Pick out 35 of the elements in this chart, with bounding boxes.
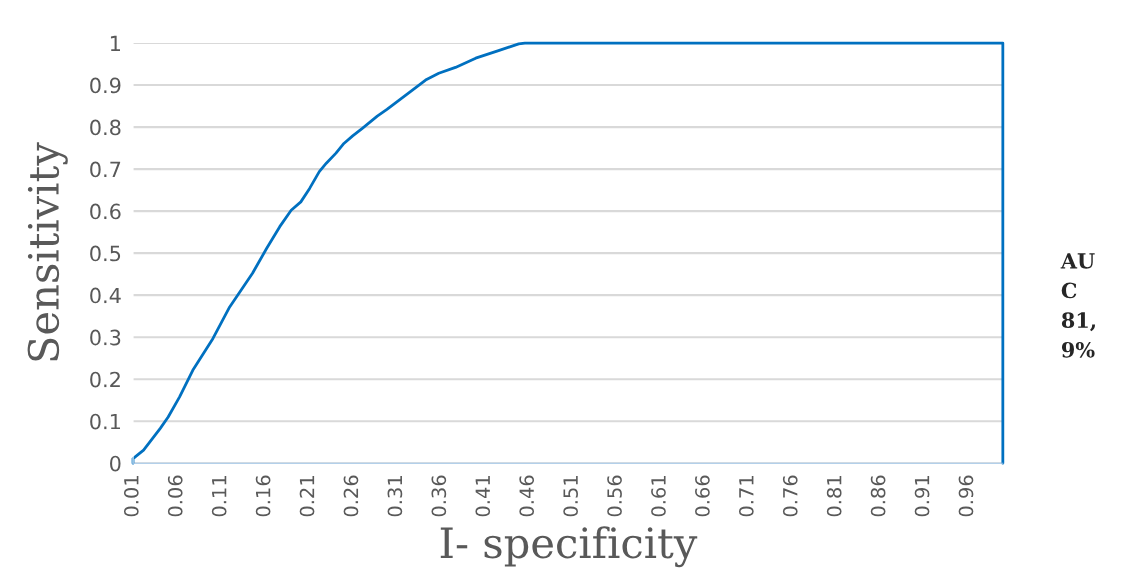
text: AU C 81, 9% xyxy=(1060,253,1096,358)
x-axis-title: I- specificity xyxy=(440,526,698,568)
x-tick-label: 0.96 xyxy=(958,475,974,517)
x-tick-label: 0.36 xyxy=(431,475,447,517)
y-tick-label: 0.9 xyxy=(90,77,121,94)
x-tick-label: 0.61 xyxy=(651,476,666,517)
x-tick-label: 0.01 xyxy=(123,476,139,517)
x-tick-label: 0.21 xyxy=(299,476,315,517)
x-tick-label: 0.41 xyxy=(475,476,491,517)
x-tick-label: 0.71 xyxy=(738,476,754,517)
x-tick-label: 0.26 xyxy=(343,475,359,517)
y-tick-label: 0.5 xyxy=(90,245,121,262)
y-tick-label: 0.3 xyxy=(90,329,121,346)
y-tick-label: 0.4 xyxy=(90,287,121,304)
x-tick-label: 0.56 xyxy=(607,475,622,517)
x-tick-label: 0.16 xyxy=(255,475,271,517)
y-axis-title: Sensitivity xyxy=(27,142,68,361)
x-tick-label: 0.86 xyxy=(870,475,886,517)
x-tick-label: 0.06 xyxy=(167,475,183,517)
x-tick-label: 0.31 xyxy=(387,476,403,517)
x-tick-label: 0.81 xyxy=(826,476,842,517)
y-tick-label: 0.8 xyxy=(90,119,121,136)
x-tick-label: 0.76 xyxy=(782,475,798,517)
x-tick-label: 0.51 xyxy=(563,476,578,517)
y-tick-label: 0.2 xyxy=(90,371,120,388)
y-tick-label: 0.7 xyxy=(90,161,121,178)
y-tick-label: 1 xyxy=(110,35,120,51)
x-tick-label: 0.66 xyxy=(695,475,710,517)
x-tick-label: 0.91 xyxy=(914,476,930,517)
x-tick-label: 0.46 xyxy=(519,475,535,517)
line-series xyxy=(131,41,1005,465)
x-tick-label: 0.11 xyxy=(211,476,227,517)
y-tick-label: 0 xyxy=(110,455,121,472)
y-tick-label: 0.1 xyxy=(90,413,120,430)
y-tick-label: 0.6 xyxy=(90,203,121,220)
